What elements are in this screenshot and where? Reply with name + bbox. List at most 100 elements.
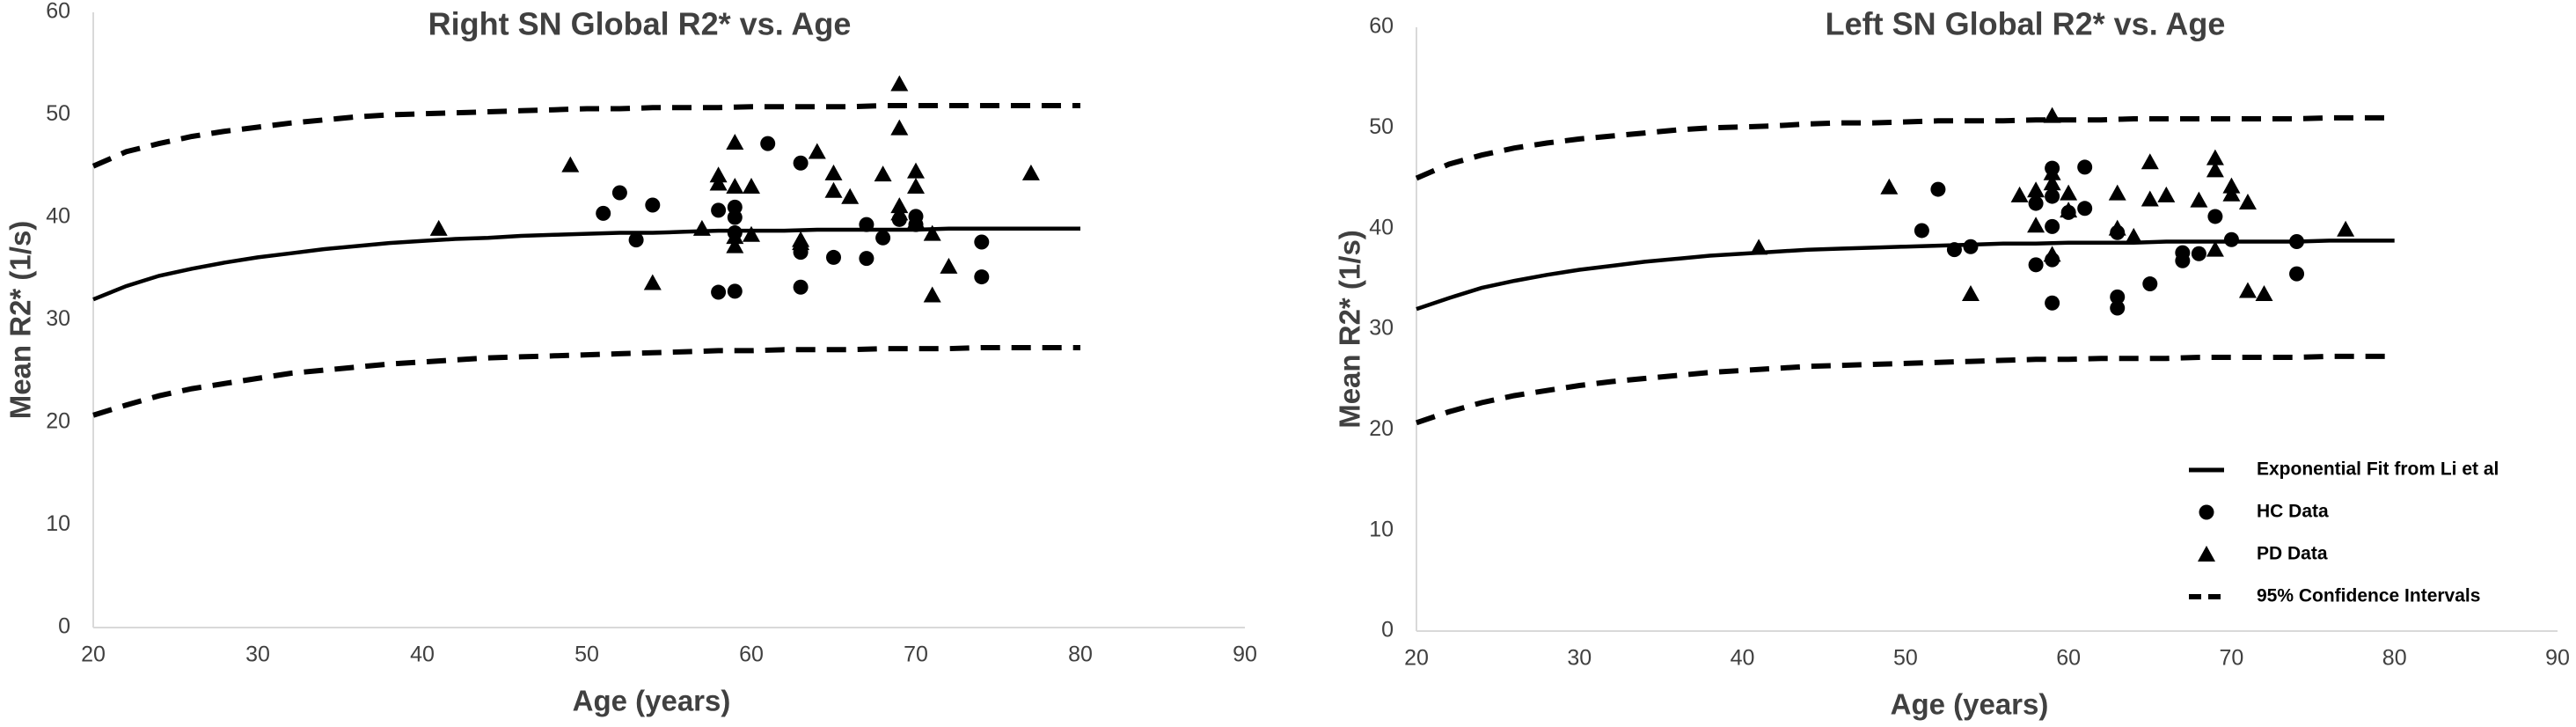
pd-data-point [2125, 227, 2143, 244]
pd-data-point [429, 219, 448, 236]
y-tick-label: 10 [1369, 517, 1394, 541]
pd-data-point [2157, 186, 2176, 202]
x-tick-label: 30 [245, 643, 270, 667]
pd-data-point [2206, 149, 2224, 165]
hc-data-point [859, 217, 875, 232]
pd-data-point [2238, 193, 2257, 209]
hc-data-point [1930, 181, 1946, 197]
y-tick-label: 20 [1369, 416, 1394, 441]
legend-item: 95% Confidence Intervals [2189, 586, 2480, 606]
hc-data-point [727, 199, 743, 215]
hc-data-point [826, 249, 841, 265]
legend-item: PD Data [2198, 544, 2328, 564]
legend-triangle-symbol [2198, 546, 2215, 562]
pd-data-point [1961, 284, 1980, 301]
hc-data-point [711, 202, 727, 218]
x-tick-label: 20 [81, 643, 106, 667]
chart-panel-2: Left SN Global R2* vs. Age 0 10 20 30 40 50 60 2… [1334, 6, 2570, 721]
pd-data-point [890, 75, 909, 92]
y-tick-label: 30 [1369, 316, 1394, 341]
x-tick-label: 90 [2545, 646, 2570, 671]
chart-title: Right SN Global R2* vs. Age [428, 6, 852, 42]
y-tick-label: 0 [1381, 618, 1394, 643]
y-tick-label: 50 [46, 101, 70, 126]
pd-data-point [2027, 181, 2045, 198]
pd-data-point [2206, 161, 2224, 178]
pd-data-point [1880, 178, 1899, 195]
pd-data-point [743, 225, 760, 242]
pd-data-point [940, 257, 958, 274]
hc-data-point [2289, 266, 2305, 282]
y-tick-label: 30 [46, 306, 70, 331]
pd-data-point [2337, 220, 2355, 237]
legend-item: Exponential Fit from Li et al [2189, 459, 2499, 480]
hc-data-point [628, 232, 644, 248]
pd-data-point [923, 286, 941, 303]
hc-data-point [2110, 289, 2126, 305]
pd-data-point [808, 143, 826, 159]
hc-data-point [793, 155, 809, 171]
chart-title: Left SN Global R2* vs. Age [1826, 6, 2226, 42]
pd-data-point [2222, 185, 2241, 202]
y-tick-label: 10 [46, 511, 70, 536]
pd-data-point [726, 178, 744, 195]
confidence-interval-lower-line [92, 345, 1080, 418]
pd-data-point [890, 119, 909, 136]
y-tick-label: 60 [1369, 14, 1394, 39]
pd-data-point [692, 219, 711, 236]
hc-data-point [2289, 234, 2305, 250]
y-tick-label: 40 [46, 204, 70, 229]
legend-item: HC Data [2199, 502, 2329, 522]
pd-data-point [907, 178, 925, 195]
x-tick-label: 70 [2220, 646, 2244, 671]
y-tick-label: 60 [46, 0, 70, 24]
legend-label: PD Data [2257, 544, 2328, 564]
x-tick-label: 80 [2382, 646, 2407, 671]
hc-data-point [711, 284, 727, 300]
x-tick-label: 40 [1731, 646, 1755, 671]
hc-data-point [2028, 195, 2044, 211]
pd-data-point [907, 212, 925, 229]
pd-data-point [2027, 217, 2045, 233]
hc-data-point [727, 283, 743, 299]
pd-data-point [2043, 246, 2061, 262]
hc-data-point [1963, 239, 1979, 254]
hc-data-point [760, 136, 776, 151]
pd-data-point [2010, 186, 2029, 202]
pd-data-point [709, 174, 728, 191]
hc-data-point [859, 251, 875, 267]
hc-data-point [974, 234, 990, 250]
hc-data-point [875, 230, 891, 246]
hc-data-point [1946, 242, 1962, 258]
legend-label: HC Data [2257, 502, 2329, 522]
pd-data-point [1021, 164, 1040, 180]
pd-data-point [923, 224, 941, 241]
hc-data-point [2110, 300, 2126, 316]
x-tick-label: 50 [574, 643, 599, 667]
x-axis-label: Age (years) [573, 685, 731, 717]
pd-data-point [824, 164, 843, 180]
legend: Exponential Fit from Li et al HC Data PD D… [2189, 459, 2499, 606]
x-tick-label: 30 [1567, 646, 1592, 671]
legend-label: 95% Confidence Intervals [2257, 586, 2480, 606]
hc-data-point [727, 209, 743, 225]
y-tick-label: 0 [58, 614, 70, 639]
x-tick-label: 80 [1068, 643, 1093, 667]
pd-data-point [726, 228, 744, 245]
pd-data-point [792, 234, 810, 251]
pd-data-point [2043, 174, 2061, 191]
hc-data-point [793, 279, 809, 295]
hc-data-point [2191, 246, 2206, 261]
hc-data-point [611, 185, 627, 201]
confidence-interval-lower-line [1416, 353, 2395, 426]
hc-data-point [2223, 231, 2239, 247]
pd-data-point [2043, 106, 2061, 123]
pd-data-point [841, 187, 860, 204]
x-tick-label: 60 [2056, 646, 2081, 671]
pd-data-point [2043, 164, 2061, 180]
pd-data-point [2060, 184, 2078, 201]
y-axis-label: Mean R2* (1/s) [1334, 230, 1366, 429]
confidence-interval-upper-line [1415, 114, 2395, 181]
x-tick-label: 60 [739, 643, 764, 667]
